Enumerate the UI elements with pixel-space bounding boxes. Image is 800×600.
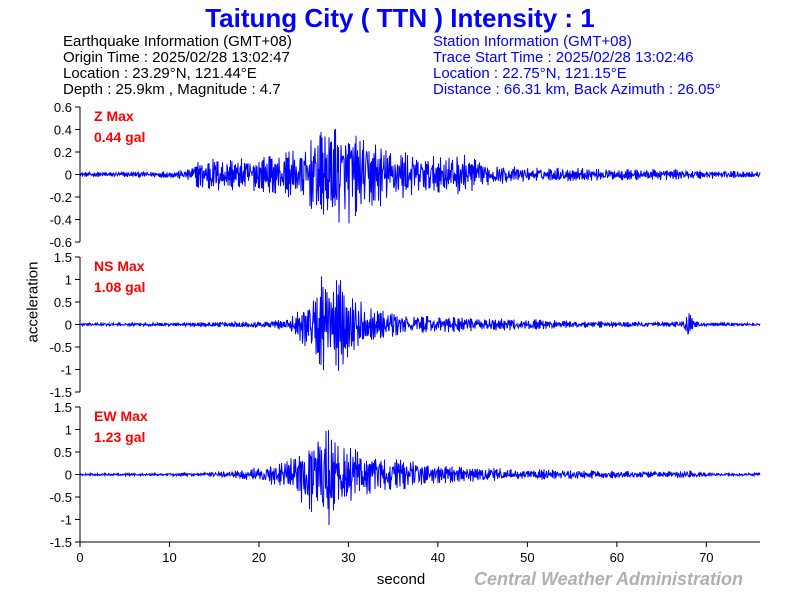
ns-y-tick-label: 0 [65,318,72,333]
earthquake-info-header: Earthquake Information (GMT+08) [63,33,292,50]
station-info: Station Information (GMT+08) Trace Start… [433,34,721,98]
x-tick-label: 70 [699,550,713,565]
ew-y-tick-label: 1.5 [54,400,72,415]
x-tick-label: 10 [162,550,176,565]
ns-y-tick-label: 0.5 [54,295,72,310]
ns-y-tick-label: -1 [60,363,72,378]
x-tick-label: 20 [252,550,266,565]
ew-max-value: 1.23 gal [94,429,145,445]
z-y-tick-label: 0 [65,168,72,183]
x-tick-label: 30 [341,550,355,565]
x-tick-label: 50 [520,550,534,565]
earthquake-info: Earthquake Information (GMT+08) Origin T… [63,34,292,98]
credit-watermark: Central Weather Administration [474,569,744,589]
ew-y-tick-label: 1 [65,423,72,438]
z-y-tick-label: -0.6 [50,235,72,250]
x-tick-label: 60 [610,550,624,565]
station-location: Location : 22.75°N, 121.15°E [433,65,627,82]
y-axis-label: acceleration [24,261,42,343]
ew-y-tick-label: 0 [65,468,72,483]
ns-y-tick-label: -0.5 [50,340,72,355]
ew-max-label: EW Max [94,408,148,424]
trace-start-time: Trace Start Time : 2025/02/28 13:02:46 [433,49,694,66]
ns-max-label: NS Max [94,258,145,274]
ns-y-tick-label: 1.5 [54,250,72,265]
ns-y-tick-label: -1.5 [50,385,72,400]
distance-azimuth: Distance : 66.31 km, Back Azimuth : 26.0… [433,81,721,98]
ew-y-tick-label: 0.5 [54,445,72,460]
z-y-tick-label: 0.6 [54,100,72,115]
ns-max-value: 1.08 gal [94,279,145,295]
ns-y-tick-label: 1 [65,273,72,288]
origin-time: Origin Time : 2025/02/28 13:02:47 [63,49,290,66]
z-y-tick-label: 0.4 [54,123,72,138]
ns-waveform-line [79,276,761,371]
z-max-label: Z Max [94,108,134,124]
x-axis-label: second [376,571,426,588]
ew-waveform-line [79,430,761,526]
z-max-value: 0.44 gal [94,129,145,145]
ew-y-tick-label: -0.5 [50,490,72,505]
x-tick-label: 0 [76,550,83,565]
z-y-tick-label: -0.4 [50,213,72,228]
z-y-tick-label: -0.2 [50,190,72,205]
z-waveform-line [79,128,761,224]
epicenter-location: Location : 23.29°N, 121.44°E [63,65,257,82]
station-info-header: Station Information (GMT+08) [433,33,632,50]
figure-title: Taitung City ( TTN ) Intensity : 1 [205,3,595,33]
ew-y-tick-label: -1 [60,513,72,528]
x-tick-label: 40 [431,550,445,565]
depth-magnitude: Depth : 25.9km , Magnitude : 4.7 [63,81,281,98]
ew-y-tick-label: -1.5 [50,535,72,550]
z-y-tick-label: 0.2 [54,145,72,160]
